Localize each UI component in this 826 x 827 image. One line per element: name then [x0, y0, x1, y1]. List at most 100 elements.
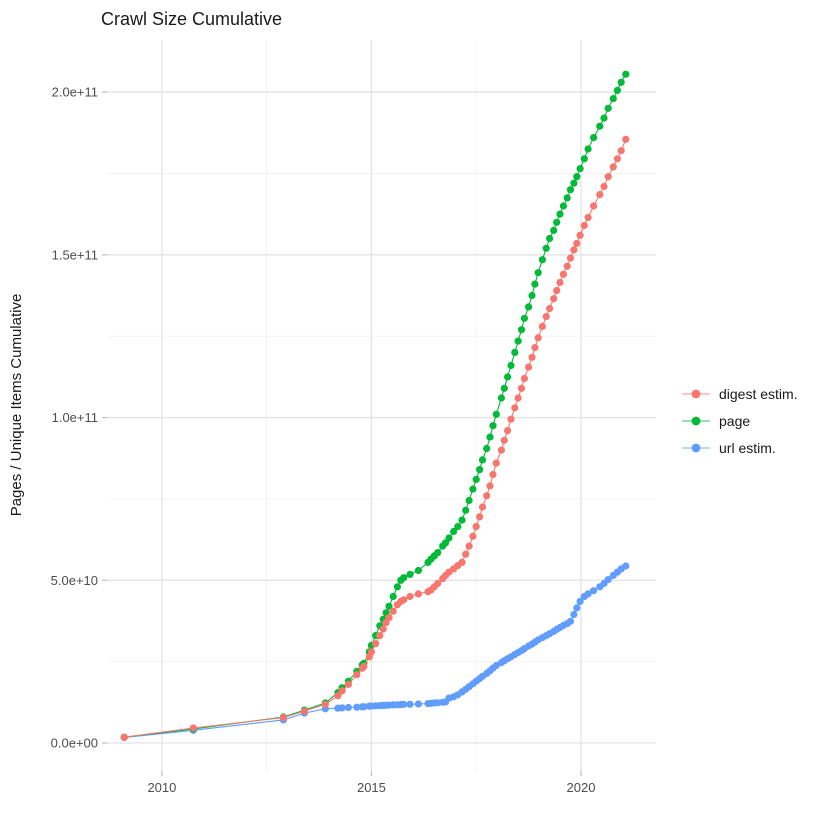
data-point-page: [486, 433, 494, 441]
data-point-digest-estim-: [367, 648, 375, 656]
y-tick-label: 0.0e+00: [51, 736, 98, 751]
data-point-page: [469, 485, 477, 493]
series-layer: [120, 70, 630, 742]
data-point-page: [559, 202, 568, 210]
legend-item-label: url estim.: [719, 440, 776, 456]
x-tick-label: 2020: [567, 780, 596, 795]
data-point-page: [389, 592, 397, 601]
data-point-url-estim-: [570, 610, 578, 619]
data-point-page: [525, 303, 533, 311]
data-point-digest-estim-: [376, 632, 384, 640]
data-point-page: [600, 114, 608, 122]
data-point-digest-estim-: [400, 596, 408, 604]
legend-key-point: [691, 389, 701, 399]
data-point-page: [507, 361, 515, 370]
legend-key-point: [691, 443, 701, 453]
data-point-digest-estim-: [472, 523, 480, 531]
data-point-digest-estim-: [279, 714, 287, 722]
data-point-digest-estim-: [556, 278, 564, 287]
data-point-digest-estim-: [379, 625, 387, 633]
legend: digest estim. page url estim.: [682, 386, 798, 456]
grid-layer: [107, 40, 656, 771]
data-point-digest-estim-: [483, 492, 491, 500]
data-point-digest-estim-: [613, 155, 622, 163]
data-point-digest-estim-: [566, 254, 575, 262]
data-point-digest-estim-: [334, 692, 342, 700]
data-point-digest-estim-: [609, 163, 617, 171]
data-point-page: [580, 155, 588, 163]
data-point-page: [570, 179, 578, 187]
data-point-digest-estim-: [525, 363, 533, 371]
data-point-digest-estim-: [469, 532, 477, 540]
data-point-page: [596, 122, 604, 130]
data-point-page: [434, 549, 442, 557]
data-point-digest-estim-: [570, 246, 578, 254]
y-tick-label: 1.5e+11: [52, 247, 98, 262]
data-point-url-estim-: [338, 704, 346, 712]
data-point-page: [492, 410, 500, 418]
data-point-digest-estim-: [478, 503, 487, 511]
data-point-url-estim-: [400, 700, 408, 709]
data-point-page: [517, 326, 526, 334]
data-point-url-estim-: [604, 576, 612, 584]
data-point-digest-estim-: [321, 700, 329, 708]
data-point-url-estim-: [622, 562, 630, 570]
data-point-url-estim-: [566, 617, 575, 625]
data-point-page: [472, 475, 480, 483]
legend-item-label: digest estim.: [719, 386, 798, 402]
data-point-url-estim-: [573, 604, 581, 612]
data-point-digest-estim-: [500, 436, 508, 444]
data-point-digest-estim-: [580, 221, 588, 230]
data-point-page: [573, 173, 581, 181]
data-point-page: [497, 394, 505, 402]
data-point-digest-estim-: [300, 707, 308, 715]
data-point-digest-estim-: [504, 427, 512, 435]
data-point-digest-estim-: [360, 662, 368, 671]
legend-item-page: page: [682, 413, 750, 429]
data-point-digest-estim-: [414, 590, 422, 598]
data-point-digest-estim-: [353, 671, 361, 679]
data-point-page: [454, 523, 462, 531]
data-point-digest-estim-: [120, 733, 128, 741]
data-point-digest-estim-: [590, 202, 598, 210]
data-point-page: [514, 337, 522, 345]
data-point-page: [483, 444, 491, 453]
data-point-page: [590, 134, 598, 142]
y-tick-label: 1.0e+11: [52, 410, 98, 425]
data-point-digest-estim-: [372, 640, 380, 648]
x-tick-label: 2010: [147, 780, 176, 795]
data-point-digest-estim-: [542, 313, 550, 321]
data-point-digest-estim-: [514, 394, 522, 402]
data-point-digest-estim-: [546, 304, 554, 313]
chart-title: Crawl Size Cumulative: [101, 9, 282, 29]
data-point-digest-estim-: [563, 262, 571, 270]
data-point-digest-estim-: [617, 147, 625, 155]
data-point-digest-estim-: [389, 607, 397, 615]
data-point-page: [400, 574, 408, 582]
data-point-page: [584, 145, 592, 153]
data-point-page: [450, 527, 458, 536]
data-point-digest-estim-: [497, 446, 505, 454]
data-point-page: [550, 226, 558, 234]
data-point-digest-estim-: [434, 579, 442, 588]
series-line-url-estim-: [124, 565, 627, 739]
data-point-digest-estim-: [550, 295, 558, 303]
data-point-digest-estim-: [528, 353, 536, 361]
data-point-digest-estim-: [576, 231, 584, 239]
data-point-page: [520, 314, 529, 322]
y-axis-title: Pages / Unique Items Cumulative: [8, 294, 25, 517]
legend-item-label: page: [719, 413, 750, 429]
data-point-page: [500, 384, 508, 392]
data-point-page: [465, 496, 473, 505]
data-point-page: [478, 456, 487, 464]
data-point-page: [504, 373, 512, 381]
y-tick-label: 5.0e+10: [51, 573, 98, 588]
data-point-digest-estim-: [465, 542, 473, 550]
data-point-digest-estim-: [534, 334, 542, 342]
data-point-digest-estim-: [338, 687, 346, 695]
data-point-url-estim-: [584, 590, 592, 598]
legend-item-digest-estim-: digest estim.: [682, 386, 798, 402]
data-point-digest-estim-: [489, 470, 497, 479]
data-point-digest-estim-: [604, 173, 612, 181]
